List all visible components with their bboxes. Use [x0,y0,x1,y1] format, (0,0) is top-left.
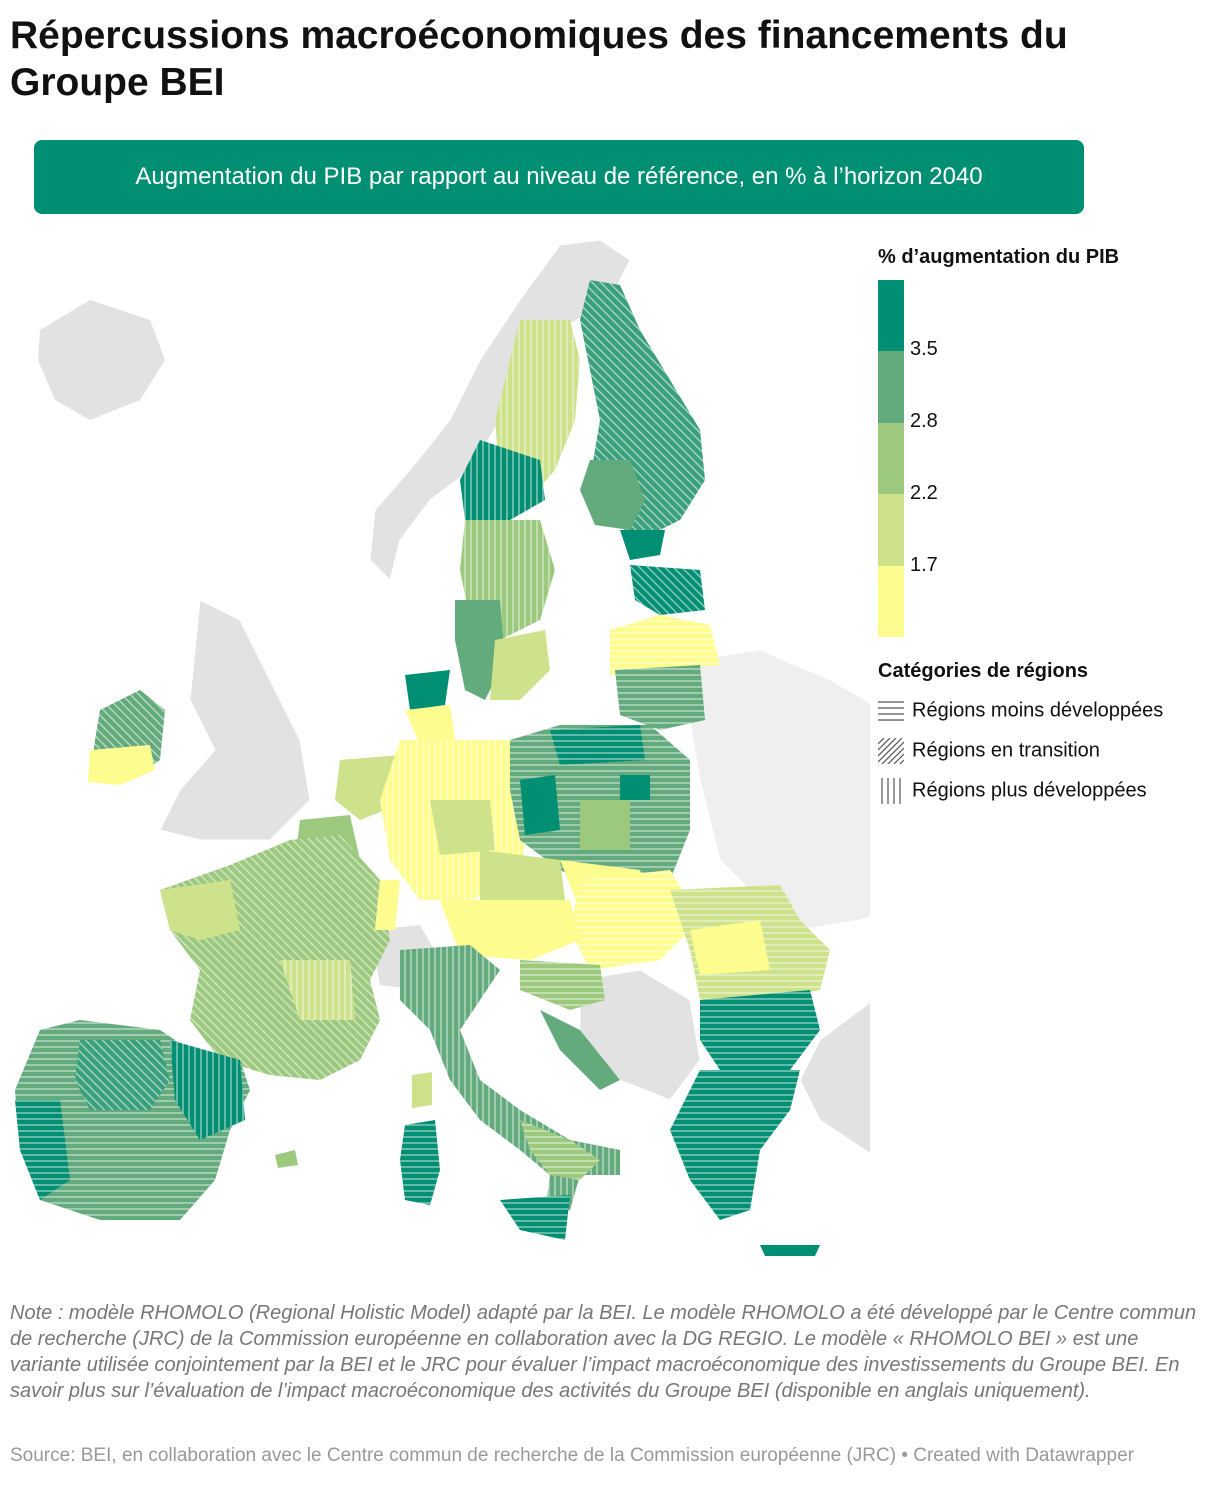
legend-title: % d’augmentation du PIB [878,246,1120,268]
vertical-lines-icon [881,777,901,804]
legend-tick: 1.7 [910,554,938,576]
categories-title: Catégories de régions [878,660,1089,682]
eu-regions [15,280,830,1256]
horizontal-lines-icon [878,701,904,721]
chart-title: Répercussions macroéconomiques des finan… [10,14,1068,104]
category-label: Régions en transition [912,739,1100,762]
footnote: Note : modèle RHOMOLO (Regional Holistic… [10,1302,1197,1402]
scale-step-2 [878,351,904,423]
scale-step-3 [878,422,904,495]
legend-tick: 2.2 [910,482,938,504]
legend-category-more-developed: Régions plus développées [878,777,1147,804]
color-scale [878,280,904,637]
source-line: Source: BEI, en collaboration avec le Ce… [10,1445,1134,1466]
scale-step-1 [878,280,904,352]
category-label: Régions plus développées [912,779,1147,802]
legend-category-less-developed: Régions moins développées [878,697,1163,724]
europe-map [15,239,870,1256]
legend-category-transition: Régions en transition [878,737,1100,764]
legend-tick: 3.5 [910,338,938,360]
legend-tick: 2.8 [910,410,938,432]
subtitle-banner: Augmentation du PIB par rapport au nivea… [34,140,1084,214]
scale-step-5 [878,565,904,637]
scale-step-4 [878,494,904,566]
category-label: Régions moins développées [912,699,1164,722]
diagonal-lines-icon [878,737,904,764]
